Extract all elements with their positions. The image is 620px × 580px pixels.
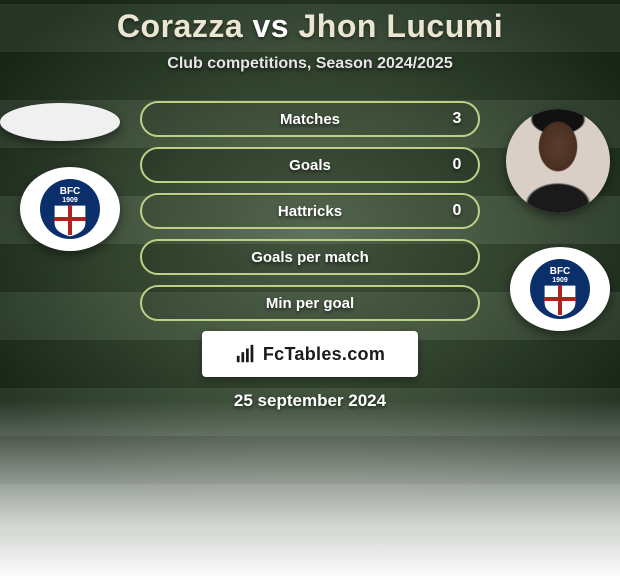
brand-text: FcTables.com <box>263 344 385 365</box>
vs-text: vs <box>253 8 290 44</box>
stat-pill: Hattricks 0 <box>140 193 480 229</box>
stat-pill: Min per goal <box>140 285 480 321</box>
stat-label: Min per goal <box>266 295 354 312</box>
stat-pill: Goals per match <box>140 239 480 275</box>
stat-label: Matches <box>280 111 340 128</box>
player-a-avatar <box>0 103 120 141</box>
brand-badge: FcTables.com <box>202 331 418 377</box>
player-a-club-crest: BFC 1909 <box>20 167 120 251</box>
subtitle: Club competitions, Season 2024/2025 <box>0 55 620 73</box>
stat-label: Hattricks <box>278 203 342 220</box>
stat-label: Goals <box>289 157 331 174</box>
club-crest-icon: BFC 1909 <box>528 257 592 321</box>
comparison-title: Corazza vs Jhon Lucumi <box>0 0 620 45</box>
stat-value: 0 <box>442 150 472 180</box>
bar-chart-icon <box>235 343 257 365</box>
stat-pill: Goals 0 <box>140 147 480 183</box>
content-grid: BFC 1909 BFC 1909 Matches3Goals0Hattrick… <box>0 101 620 411</box>
stat-value: 0 <box>442 196 472 226</box>
player-a-name: Corazza <box>117 8 243 44</box>
svg-text:BFC: BFC <box>60 186 81 197</box>
snapshot-date: 25 september 2024 <box>0 391 620 411</box>
svg-text:1909: 1909 <box>62 197 78 204</box>
player-b-avatar <box>506 109 610 213</box>
stat-pill: Matches 3 <box>140 101 480 137</box>
svg-text:1909: 1909 <box>552 277 568 284</box>
player-b-name: Jhon Lucumi <box>298 8 503 44</box>
player-b-club-crest: BFC 1909 <box>510 247 610 331</box>
stats-list: Matches 3 Goals 0 Hattricks 0 Goals per match M… <box>140 101 480 321</box>
svg-text:BFC: BFC <box>550 266 571 277</box>
stat-value: 3 <box>442 104 472 134</box>
club-crest-icon: BFC 1909 <box>38 177 102 241</box>
stat-label: Goals per match <box>251 249 369 266</box>
